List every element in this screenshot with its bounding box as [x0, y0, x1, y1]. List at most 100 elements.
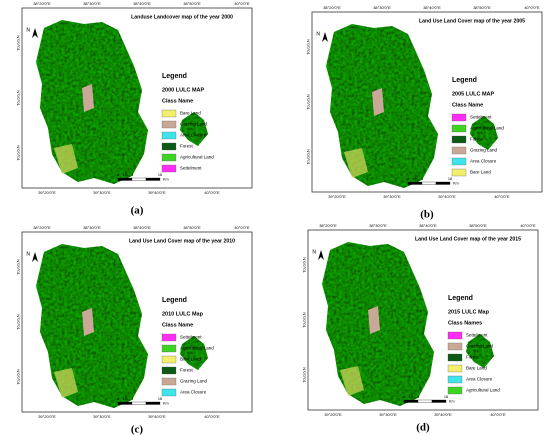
scale-unit: Km	[163, 402, 169, 406]
panel-caption: (a)	[131, 205, 144, 217]
scale-bar	[117, 177, 133, 181]
left-coordinate: N"0'0°01	[16, 369, 21, 385]
legend-label: Bare Land	[470, 170, 491, 175]
map-panel: Land Use Land Cover map of the year 2005…	[306, 5, 543, 221]
legend-label: Grazing Land	[180, 379, 208, 384]
left-coordinate: N"0'0°01	[306, 149, 311, 165]
scale-bar	[117, 401, 133, 405]
scale-label: 18	[158, 173, 162, 177]
island-map	[180, 112, 208, 146]
legend-swatch	[161, 333, 177, 342]
scale-label: 0	[117, 397, 119, 401]
north-label: N	[316, 31, 320, 37]
legend-title: Legend	[452, 77, 477, 84]
bottom-coordinate: 39°30'0"E	[383, 194, 401, 199]
bare-patch	[344, 148, 368, 178]
top-coordinate: 38°30'0"E	[83, 1, 101, 6]
scale-label: 4.5	[122, 173, 127, 177]
top-coordinate: 38°50'0"E	[183, 225, 201, 230]
scale-bar	[407, 181, 423, 185]
legend-swatch	[161, 388, 177, 397]
top-coordinate: 38°20'0"E	[323, 5, 341, 10]
scale-bar	[145, 401, 161, 405]
north-arrow	[318, 250, 324, 260]
scale-unit: Km	[449, 400, 455, 404]
legend-swatch	[447, 342, 463, 351]
class-header: Class Name	[162, 322, 193, 328]
bottom-coordinate: 40°0'0"E	[494, 194, 510, 199]
grazing-patch	[82, 84, 94, 112]
bottom-coordinate: 39°30'0"E	[93, 190, 111, 195]
legend-swatch	[161, 377, 177, 386]
panel-caption: (c)	[131, 424, 144, 436]
bottom-coordinate: 39°40'0"E	[438, 194, 456, 199]
legend-swatch	[161, 120, 177, 129]
map-panel: Land Use Land Cover map of the year 2010…	[16, 225, 253, 436]
legend-label: Bare Land	[180, 111, 201, 116]
top-coordinate: 38°40'0"E	[133, 1, 151, 6]
legend-swatch	[451, 157, 467, 166]
top-coordinate: 40°0'0"E	[520, 223, 536, 228]
legend-swatch	[451, 168, 467, 177]
scale-bar	[403, 399, 419, 403]
panel-caption: (b)	[420, 209, 434, 221]
legend-title: Legend	[448, 295, 473, 302]
legend-label: Settelment	[180, 335, 202, 340]
left-coordinate: N"0'0°01	[306, 94, 311, 110]
scale-label: 4.5	[412, 177, 417, 181]
bottom-coordinate: 39°20'0"E	[38, 190, 56, 195]
legend-swatch	[161, 366, 177, 375]
class-header: Class Name	[452, 102, 483, 108]
left-coordinate: N"0'0°01	[16, 259, 21, 275]
legend-swatch	[161, 164, 177, 173]
bottom-coordinate: 39°40'0"E	[148, 414, 166, 419]
top-coordinate: 38°30'0"E	[373, 5, 391, 10]
map-panel: Landuse Landcover map of the year 2000 38…	[16, 1, 253, 217]
scale-bar	[145, 177, 161, 181]
bottom-coordinate: 39°30'0"E	[379, 412, 397, 417]
top-coordinate: 38°20'0"E	[33, 1, 51, 6]
class-header: Class Name	[162, 98, 193, 104]
legend-label: Settelment	[466, 333, 488, 338]
top-coordinate: 40°0'0"E	[234, 1, 250, 6]
scale-bar	[421, 181, 437, 185]
legend-label: Agricultural Land	[180, 346, 214, 351]
left-coordinate: N"0'0°01	[16, 35, 21, 51]
map-title: Land Use Land Cover map of the year 2015	[415, 236, 521, 242]
legend-label: Settelment	[470, 115, 492, 120]
legend-swatch	[161, 344, 177, 353]
legend-label: Forest	[180, 144, 194, 149]
island-map	[180, 336, 208, 370]
top-coordinate: 38°40'0"E	[133, 225, 151, 230]
north-label: N	[312, 249, 316, 255]
map-name: 2015 LULC Map	[448, 309, 490, 315]
north-label: N	[26, 251, 30, 257]
legend-label: Grazing Land	[470, 148, 498, 153]
grazing-patch	[372, 88, 384, 116]
legend-label: Forest	[180, 368, 194, 373]
bottom-coordinate: 40°0'0"E	[204, 414, 220, 419]
scale-label: 0	[403, 395, 405, 399]
top-coordinate: 38°50'0"E	[469, 223, 487, 228]
legend-swatch	[451, 124, 467, 133]
legend-swatch	[161, 131, 177, 140]
map-title: Land Use Land Cover map of the year 2010	[129, 238, 235, 244]
legend-swatch	[447, 364, 463, 373]
north-arrow	[32, 28, 38, 38]
scale-bar	[131, 177, 147, 181]
map-panel: Land Use Land Cover map of the year 2015…	[302, 223, 539, 434]
scale-bar	[431, 399, 447, 403]
scale-bar	[417, 399, 433, 403]
scale-label: 18	[444, 395, 448, 399]
legend-label: Bare Land	[466, 366, 487, 371]
bottom-coordinate: 39°30'0"E	[93, 414, 111, 419]
top-coordinate: 40°0'0"E	[234, 225, 250, 230]
island-map	[466, 334, 494, 368]
legend-swatch	[451, 146, 467, 155]
top-coordinate: 38°50'0"E	[473, 5, 491, 10]
top-coordinate: 38°20'0"E	[319, 223, 337, 228]
scale-label: 0	[117, 173, 119, 177]
scale-label: 18	[448, 177, 452, 181]
map-name: 2010 LULC Map	[162, 311, 204, 317]
